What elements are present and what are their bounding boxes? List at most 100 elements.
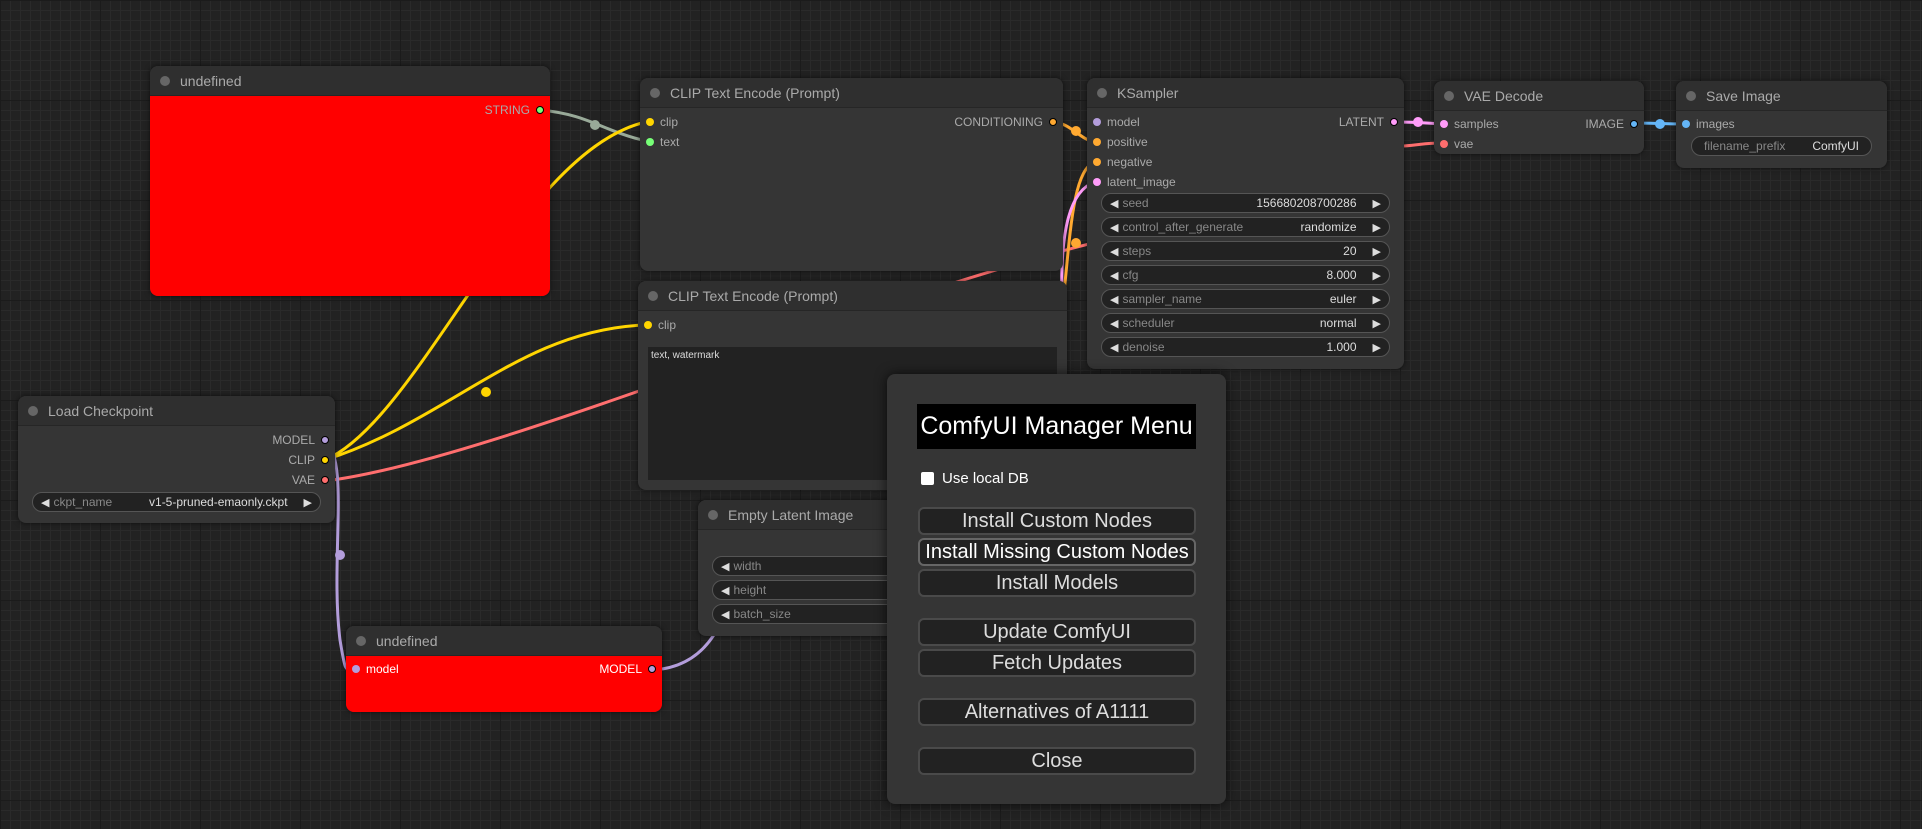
widget-seed[interactable]: ◀ seed 156680208700286 ▶ (1101, 193, 1390, 213)
collapse-dot-icon[interactable] (650, 88, 660, 98)
output-image[interactable]: IMAGE (1585, 116, 1638, 132)
arrow-right-icon[interactable]: ▶ (1372, 197, 1381, 210)
save-image-node[interactable]: Save Image images filename_prefix ComfyUI (1676, 81, 1887, 168)
input-clip[interactable]: clip (644, 317, 676, 333)
output-model[interactable]: MODEL (599, 661, 656, 677)
ksampler-node[interactable]: KSampler model positive negative latent_… (1087, 78, 1404, 369)
slot-icon[interactable] (321, 476, 329, 484)
install-models-button[interactable]: Install Models (918, 569, 1196, 597)
widget-denoise[interactable]: ◀ denoise 1.000 ▶ (1101, 337, 1390, 357)
node-header[interactable]: undefined (346, 626, 662, 656)
output-string[interactable]: STRING (485, 102, 544, 118)
slot-icon[interactable] (646, 138, 654, 146)
arrow-left-icon[interactable]: ◀ (1110, 317, 1119, 330)
arrow-left-icon[interactable]: ◀ (1110, 221, 1119, 234)
arrow-left-icon[interactable]: ◀ (1110, 341, 1119, 354)
collapse-dot-icon[interactable] (1097, 88, 1107, 98)
alternatives-a1111-button[interactable]: Alternatives of A1111 (918, 698, 1196, 726)
collapse-dot-icon[interactable] (160, 76, 170, 86)
input-model[interactable]: model (352, 661, 399, 677)
output-conditioning[interactable]: CONDITIONING (954, 114, 1057, 130)
arrow-right-icon[interactable]: ▶ (1372, 317, 1381, 330)
arrow-right-icon[interactable]: ▶ (1372, 269, 1381, 282)
slot-icon[interactable] (321, 436, 329, 444)
arrow-left-icon[interactable]: ◀ (1110, 245, 1119, 258)
widget-steps[interactable]: ◀ steps 20 ▶ (1101, 241, 1390, 261)
load-checkpoint-node[interactable]: Load Checkpoint MODEL CLIP VAE ◀ ckpt_nam… (18, 396, 335, 523)
slot-icon[interactable] (1049, 118, 1057, 126)
slot-icon[interactable] (536, 106, 544, 114)
primitive-node[interactable]: undefined STRING (150, 66, 550, 296)
slot-icon[interactable] (1440, 120, 1448, 128)
clip-text-encode-node-1[interactable]: CLIP Text Encode (Prompt) clip text COND… (640, 78, 1063, 271)
input-vae[interactable]: vae (1440, 136, 1473, 152)
arrow-left-icon[interactable]: ◀ (1110, 269, 1119, 282)
checkbox-icon[interactable] (921, 472, 934, 485)
input-images[interactable]: images (1682, 116, 1735, 132)
node-header[interactable]: CLIP Text Encode (Prompt) (638, 281, 1067, 311)
input-negative[interactable]: negative (1093, 154, 1152, 170)
slot-icon[interactable] (1440, 140, 1448, 148)
collapse-dot-icon[interactable] (356, 636, 366, 646)
fetch-updates-button[interactable]: Fetch Updates (918, 649, 1196, 677)
arrow-left-icon[interactable]: ◀ (41, 496, 50, 509)
output-clip[interactable]: CLIP (288, 452, 329, 468)
node-header[interactable]: VAE Decode (1434, 81, 1644, 111)
slot-icon[interactable] (648, 665, 656, 673)
collapse-dot-icon[interactable] (1686, 91, 1696, 101)
widget-scheduler[interactable]: ◀ scheduler normal ▶ (1101, 313, 1390, 333)
close-button[interactable]: Close (918, 747, 1196, 775)
install-custom-nodes-button[interactable]: Install Custom Nodes (918, 507, 1196, 535)
arrow-left-icon[interactable]: ◀ (721, 560, 730, 573)
arrow-left-icon[interactable]: ◀ (721, 608, 730, 621)
input-clip[interactable]: clip (646, 114, 678, 130)
slot-icon[interactable] (1630, 120, 1638, 128)
node-header[interactable]: KSampler (1087, 78, 1404, 108)
arrow-right-icon[interactable]: ▶ (1372, 245, 1381, 258)
slot-label: model (1107, 115, 1140, 129)
vae-decode-node[interactable]: VAE Decode samples vae IMAGE (1434, 81, 1644, 154)
node-header[interactable]: undefined (150, 66, 550, 96)
collapse-dot-icon[interactable] (1444, 91, 1454, 101)
input-latent-image[interactable]: latent_image (1093, 174, 1176, 190)
slot-icon[interactable] (352, 665, 360, 673)
arrow-right-icon[interactable]: ▶ (1372, 341, 1381, 354)
arrow-left-icon[interactable]: ◀ (1110, 197, 1119, 210)
input-samples[interactable]: samples (1440, 116, 1499, 132)
use-local-db-checkbox[interactable]: Use local DB (921, 470, 1029, 487)
update-comfyui-button[interactable]: Update ComfyUI (918, 618, 1196, 646)
slot-icon[interactable] (1093, 118, 1101, 126)
slot-icon[interactable] (646, 118, 654, 126)
output-latent[interactable]: LATENT (1339, 114, 1398, 130)
input-model[interactable]: model (1093, 114, 1140, 130)
ckpt-name-widget[interactable]: ◀ ckpt_name v1-5-pruned-emaonly.ckpt ▶ (32, 492, 321, 512)
slot-icon[interactable] (1093, 158, 1101, 166)
node-header[interactable]: Load Checkpoint (18, 396, 335, 426)
undefined-model-node[interactable]: undefined model MODEL (346, 626, 662, 712)
collapse-dot-icon[interactable] (648, 291, 658, 301)
input-text[interactable]: text (646, 134, 679, 150)
slot-icon[interactable] (1093, 178, 1101, 186)
install-missing-custom-nodes-button[interactable]: Install Missing Custom Nodes (918, 538, 1196, 566)
collapse-dot-icon[interactable] (708, 510, 718, 520)
collapse-dot-icon[interactable] (28, 406, 38, 416)
arrow-right-icon[interactable]: ▶ (1372, 221, 1381, 234)
arrow-left-icon[interactable]: ◀ (721, 584, 730, 597)
filename-prefix-widget[interactable]: filename_prefix ComfyUI (1691, 136, 1872, 156)
input-positive[interactable]: positive (1093, 134, 1148, 150)
widget-cfg[interactable]: ◀ cfg 8.000 ▶ (1101, 265, 1390, 285)
arrow-right-icon[interactable]: ▶ (1372, 293, 1381, 306)
slot-icon[interactable] (321, 456, 329, 464)
output-vae[interactable]: VAE (292, 472, 329, 488)
arrow-right-icon[interactable]: ▶ (303, 496, 312, 509)
node-header[interactable]: CLIP Text Encode (Prompt) (640, 78, 1063, 108)
slot-icon[interactable] (1682, 120, 1690, 128)
widget-control-after-generate[interactable]: ◀ control_after_generate randomize ▶ (1101, 217, 1390, 237)
slot-icon[interactable] (644, 321, 652, 329)
widget-sampler-name[interactable]: ◀ sampler_name euler ▶ (1101, 289, 1390, 309)
output-model[interactable]: MODEL (272, 432, 329, 448)
arrow-left-icon[interactable]: ◀ (1110, 293, 1119, 306)
slot-icon[interactable] (1093, 138, 1101, 146)
slot-icon[interactable] (1390, 118, 1398, 126)
node-header[interactable]: Save Image (1676, 81, 1887, 111)
